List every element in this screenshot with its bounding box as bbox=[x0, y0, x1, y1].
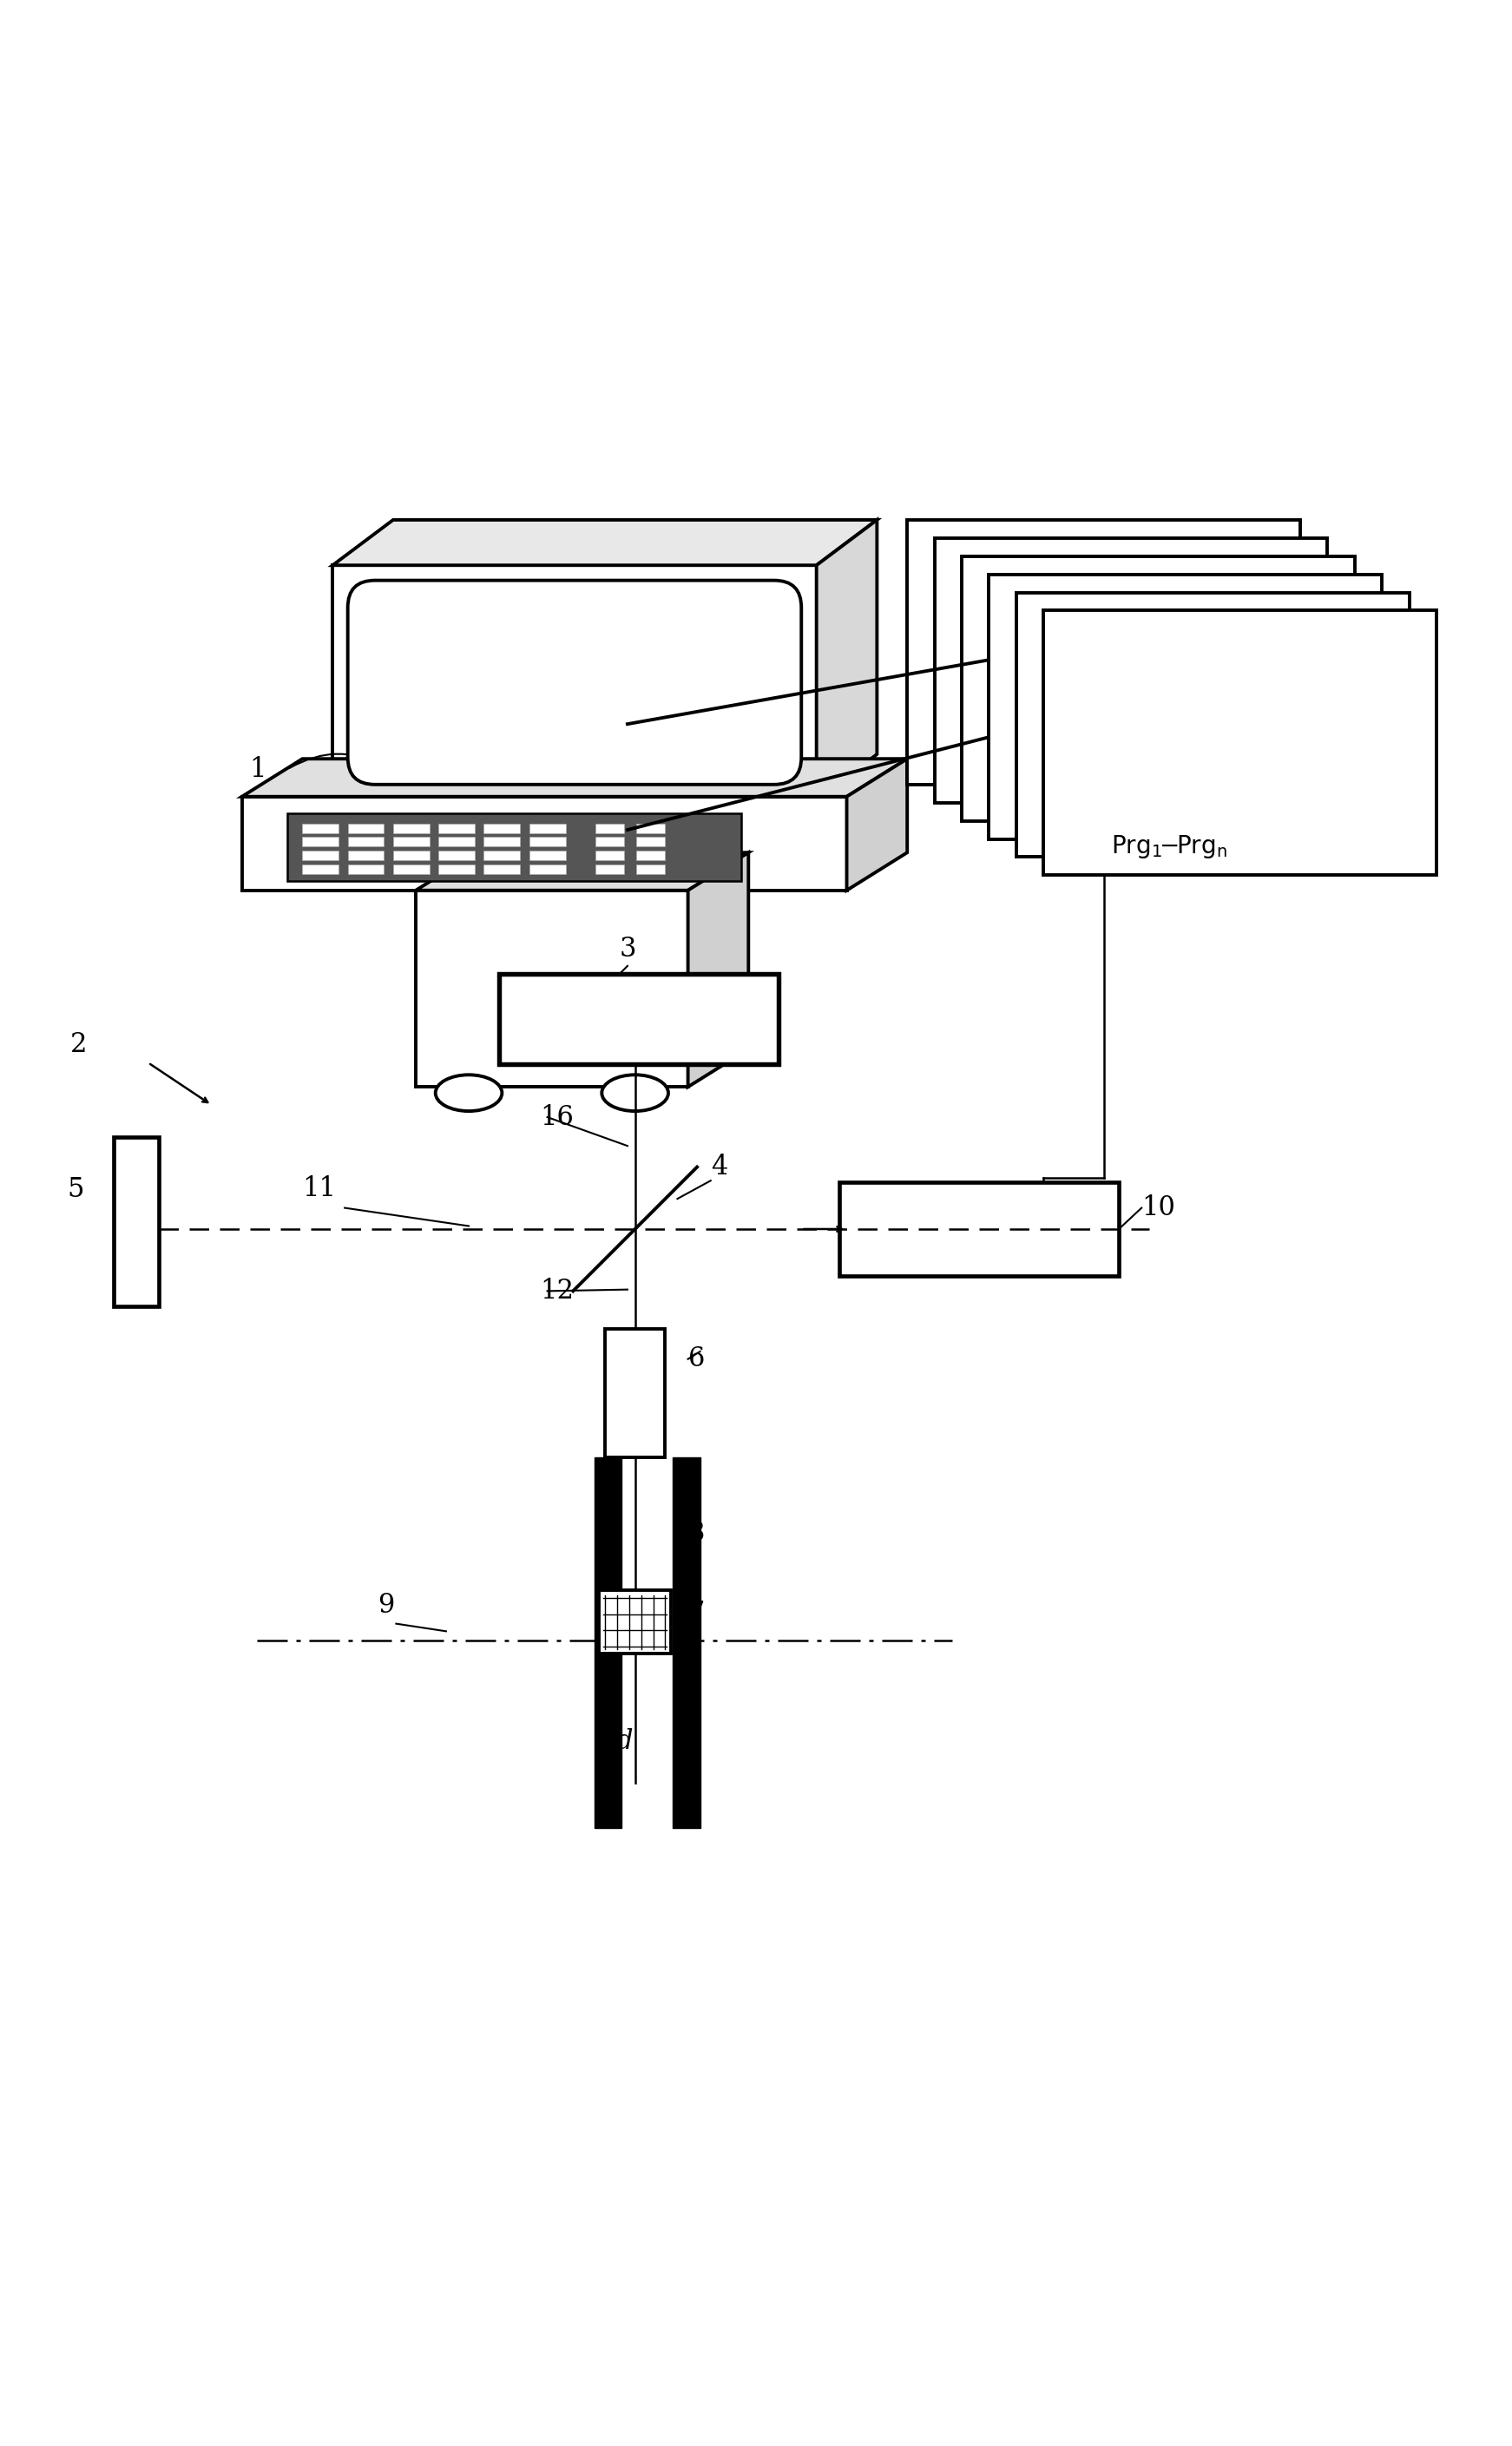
Text: 10: 10 bbox=[1142, 1194, 1175, 1221]
FancyBboxPatch shape bbox=[348, 580, 801, 785]
Bar bbox=[484, 824, 520, 834]
Text: 7: 7 bbox=[688, 1600, 705, 1627]
Polygon shape bbox=[242, 758, 907, 797]
Bar bbox=[113, 1137, 159, 1306]
Text: 11: 11 bbox=[302, 1174, 336, 1201]
Bar bbox=[393, 824, 429, 834]
Bar bbox=[438, 837, 475, 846]
Polygon shape bbox=[416, 890, 688, 1086]
Ellipse shape bbox=[602, 1074, 668, 1110]
Bar bbox=[438, 851, 475, 861]
Bar bbox=[348, 851, 384, 861]
Bar bbox=[1016, 592, 1409, 856]
Bar bbox=[596, 863, 624, 873]
Bar bbox=[839, 1181, 1119, 1277]
Bar bbox=[599, 1590, 671, 1653]
Text: 4: 4 bbox=[711, 1155, 727, 1181]
Bar bbox=[348, 837, 384, 846]
Bar bbox=[907, 521, 1300, 785]
Text: 2: 2 bbox=[70, 1032, 88, 1059]
Bar bbox=[637, 851, 665, 861]
Bar bbox=[438, 863, 475, 873]
Bar bbox=[529, 837, 565, 846]
Bar bbox=[605, 1328, 665, 1458]
Text: 6: 6 bbox=[688, 1345, 705, 1372]
Text: d: d bbox=[615, 1729, 634, 1756]
Text: 1: 1 bbox=[249, 756, 266, 783]
Bar bbox=[934, 538, 1328, 802]
Bar bbox=[1043, 612, 1436, 876]
Bar bbox=[637, 863, 665, 873]
Text: 16: 16 bbox=[540, 1103, 573, 1130]
Bar bbox=[673, 1458, 700, 1827]
Bar bbox=[529, 863, 565, 873]
Polygon shape bbox=[242, 797, 847, 890]
Bar bbox=[348, 824, 384, 834]
Bar bbox=[287, 812, 741, 881]
Bar bbox=[529, 851, 565, 861]
Polygon shape bbox=[333, 565, 816, 800]
Bar bbox=[596, 837, 624, 846]
Bar bbox=[438, 824, 475, 834]
Ellipse shape bbox=[435, 1074, 502, 1110]
Bar bbox=[499, 974, 779, 1064]
Bar bbox=[596, 851, 624, 861]
Bar bbox=[302, 837, 339, 846]
Bar bbox=[302, 863, 339, 873]
Text: 12: 12 bbox=[540, 1277, 573, 1304]
Bar bbox=[596, 824, 624, 834]
Polygon shape bbox=[847, 758, 907, 890]
Text: 9: 9 bbox=[378, 1592, 395, 1619]
Bar bbox=[393, 851, 429, 861]
Bar bbox=[637, 824, 665, 834]
Polygon shape bbox=[688, 854, 748, 1086]
Bar bbox=[989, 575, 1382, 839]
Bar bbox=[962, 555, 1355, 822]
Bar bbox=[594, 1458, 621, 1827]
Bar bbox=[529, 824, 565, 834]
Bar bbox=[348, 863, 384, 873]
Bar bbox=[637, 837, 665, 846]
Polygon shape bbox=[333, 521, 877, 565]
Bar bbox=[393, 837, 429, 846]
Text: 5: 5 bbox=[67, 1177, 85, 1203]
Polygon shape bbox=[816, 521, 877, 800]
Text: 3: 3 bbox=[618, 937, 637, 964]
Bar bbox=[484, 837, 520, 846]
Bar bbox=[484, 851, 520, 861]
Polygon shape bbox=[416, 854, 748, 890]
Bar bbox=[393, 863, 429, 873]
Text: $\mathrm{Prg_1\!\!-\!\!Prg_n}$: $\mathrm{Prg_1\!\!-\!\!Prg_n}$ bbox=[1111, 834, 1228, 861]
Bar bbox=[484, 863, 520, 873]
Bar bbox=[302, 851, 339, 861]
Text: 8: 8 bbox=[688, 1519, 705, 1546]
Bar bbox=[302, 824, 339, 834]
